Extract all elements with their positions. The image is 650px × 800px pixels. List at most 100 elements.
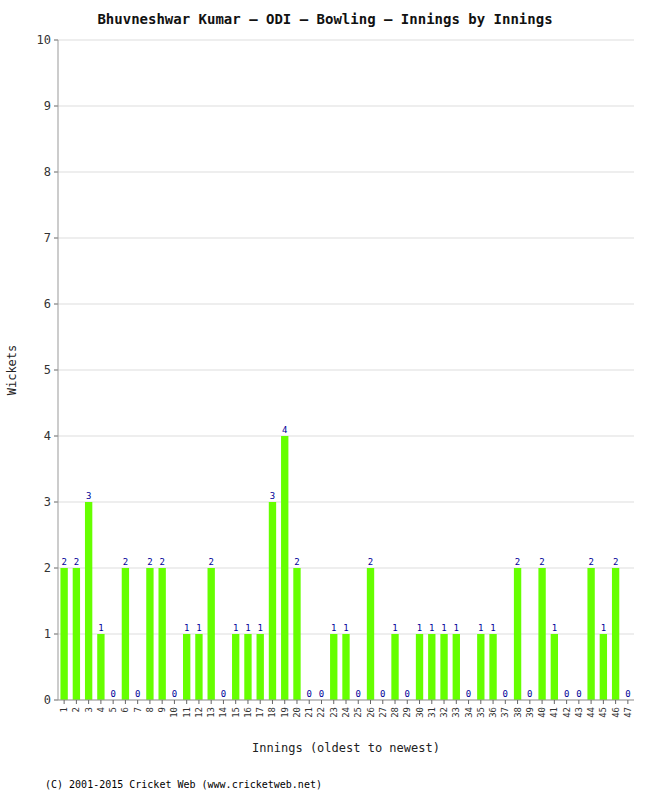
- grid-line: [58, 40, 634, 41]
- x-tick: [223, 700, 224, 704]
- data-label: 0: [319, 689, 324, 699]
- y-tick-label: 2: [44, 561, 51, 575]
- y-tick: [54, 304, 58, 305]
- data-label: 2: [61, 557, 66, 567]
- x-tick: [100, 700, 101, 704]
- data-label: 1: [331, 623, 336, 633]
- y-tick: [54, 106, 58, 107]
- bar: [195, 634, 202, 700]
- x-tick-label: 20: [292, 707, 302, 718]
- data-label: 0: [135, 689, 140, 699]
- data-label: 0: [356, 689, 361, 699]
- x-tick: [468, 700, 469, 704]
- data-label: 2: [208, 557, 213, 567]
- x-tick: [603, 700, 604, 704]
- x-tick-label: 29: [402, 707, 412, 718]
- bar: [587, 568, 594, 700]
- bar: [85, 502, 92, 700]
- x-tick: [566, 700, 567, 704]
- y-tick-label: 9: [44, 99, 51, 113]
- x-tick-label: 17: [255, 707, 265, 718]
- y-tick-label: 1: [44, 627, 51, 641]
- x-tick: [296, 700, 297, 704]
- grid-line: [58, 436, 634, 437]
- data-label: 1: [258, 623, 263, 633]
- data-label: 3: [86, 491, 91, 501]
- x-tick: [554, 700, 555, 704]
- bar: [244, 634, 251, 700]
- data-label: 1: [441, 623, 446, 633]
- x-tick-label: 32: [439, 707, 449, 718]
- y-tick: [54, 700, 58, 701]
- x-tick: [358, 700, 359, 704]
- x-tick: [64, 700, 65, 704]
- x-tick: [284, 700, 285, 704]
- data-label: 1: [184, 623, 189, 633]
- x-tick-label: 31: [427, 707, 437, 718]
- x-tick: [578, 700, 579, 704]
- x-tick-label: 36: [488, 707, 498, 718]
- data-label: 0: [625, 689, 630, 699]
- y-tick-label: 0: [44, 693, 51, 707]
- x-tick: [162, 700, 163, 704]
- x-tick: [395, 700, 396, 704]
- x-tick-label: 34: [464, 707, 474, 718]
- x-tick: [174, 700, 175, 704]
- footer: (C) 2001-2015 Cricket Web (www.cricketwe…: [45, 779, 322, 790]
- data-label: 2: [294, 557, 299, 567]
- data-label: 4: [282, 425, 287, 435]
- data-label: 1: [478, 623, 483, 633]
- data-label: 1: [601, 623, 606, 633]
- x-tick: [627, 700, 628, 704]
- x-tick: [125, 700, 126, 704]
- data-label: 1: [343, 623, 348, 633]
- x-axis: 1234567891011121314151617181920212223242…: [59, 700, 633, 718]
- x-tick-label: 42: [562, 707, 572, 718]
- x-tick-label: 35: [476, 707, 486, 718]
- x-tick: [333, 700, 334, 704]
- x-tick-label: 1: [59, 707, 69, 712]
- x-tick: [137, 700, 138, 704]
- y-tick-label: 7: [44, 231, 51, 245]
- y-tick: [54, 634, 58, 635]
- x-tick-label: 30: [415, 707, 425, 718]
- x-tick: [235, 700, 236, 704]
- x-tick: [370, 700, 371, 704]
- data-labels: 2231020220112011134200110201011110110202…: [61, 425, 630, 699]
- grid-line: [58, 304, 634, 305]
- x-tick-label: 44: [586, 707, 596, 718]
- data-label: 0: [503, 689, 508, 699]
- bar: [428, 634, 435, 700]
- bar: [538, 568, 545, 700]
- bar: [477, 634, 484, 700]
- x-tick-label: 40: [537, 707, 547, 718]
- x-tick: [88, 700, 89, 704]
- bar: [612, 568, 619, 700]
- x-tick: [407, 700, 408, 704]
- x-tick: [272, 700, 273, 704]
- y-tick-label: 10: [37, 33, 51, 47]
- bar: [183, 634, 190, 700]
- grid-line: [58, 502, 634, 503]
- x-tick: [260, 700, 261, 704]
- data-label: 1: [552, 623, 557, 633]
- x-tick-label: 45: [598, 707, 608, 718]
- bar: [158, 568, 165, 700]
- bar: [232, 634, 239, 700]
- data-label: 0: [466, 689, 471, 699]
- data-label: 1: [392, 623, 397, 633]
- chart: 0123456789102231020220112011134200110201…: [0, 0, 650, 800]
- data-label: 0: [576, 689, 581, 699]
- bar: [440, 634, 447, 700]
- x-tick: [186, 700, 187, 704]
- y-tick: [54, 40, 58, 41]
- x-tick-label: 12: [194, 707, 204, 718]
- data-label: 1: [417, 623, 422, 633]
- x-tick: [76, 700, 77, 704]
- grid-line: [58, 370, 634, 371]
- x-tick-label: 4: [96, 707, 106, 712]
- data-label: 1: [245, 623, 250, 633]
- x-tick-label: 23: [329, 707, 339, 718]
- x-tick-label: 27: [378, 707, 388, 718]
- data-label: 1: [429, 623, 434, 633]
